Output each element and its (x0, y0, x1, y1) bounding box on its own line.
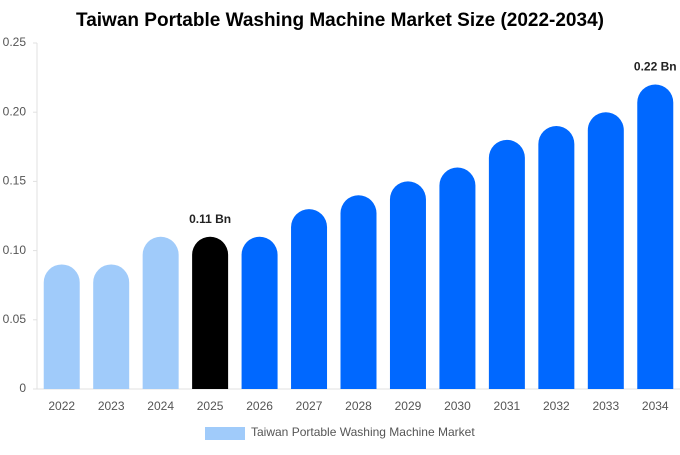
y-tick-label: 0.05 (3, 312, 27, 326)
bar (93, 264, 130, 389)
value-label: 0.22 Bn (634, 60, 677, 74)
x-tick-label: 2031 (494, 399, 521, 413)
x-tick-label: 2026 (246, 399, 273, 413)
bar (291, 209, 328, 389)
chart-title: Taiwan Portable Washing Machine Market S… (76, 10, 604, 31)
y-tick-label: 0 (19, 381, 26, 395)
x-tick-label: 2032 (543, 399, 570, 413)
bar (439, 167, 476, 389)
bar (192, 236, 229, 389)
bar (389, 181, 426, 389)
bar (637, 84, 674, 390)
x-tick-label: 2025 (197, 399, 224, 413)
y-tick-label: 0.15 (3, 174, 27, 188)
y-tick-label: 0.20 (3, 104, 27, 118)
bar (142, 236, 179, 389)
x-tick-label: 2034 (642, 399, 669, 413)
x-tick-label: 2022 (48, 399, 75, 413)
x-tick-label: 2028 (345, 399, 372, 413)
x-tick-label: 2029 (395, 399, 422, 413)
legend-swatch (205, 427, 245, 440)
bar (538, 126, 575, 390)
bar (43, 264, 80, 389)
x-tick-label: 2027 (296, 399, 323, 413)
bar (587, 112, 624, 389)
x-tick-label: 2033 (592, 399, 619, 413)
x-tick-label: 2023 (98, 399, 125, 413)
legend-label: Taiwan Portable Washing Machine Market (251, 425, 475, 439)
bar (241, 236, 278, 389)
x-tick-label: 2030 (444, 399, 471, 413)
bar (488, 139, 525, 389)
y-tick-label: 0.10 (3, 243, 27, 257)
y-tick-label: 0.25 (3, 35, 27, 49)
value-label: 0.11 Bn (189, 212, 231, 226)
x-tick-label: 2024 (147, 399, 174, 413)
bar (340, 195, 377, 389)
